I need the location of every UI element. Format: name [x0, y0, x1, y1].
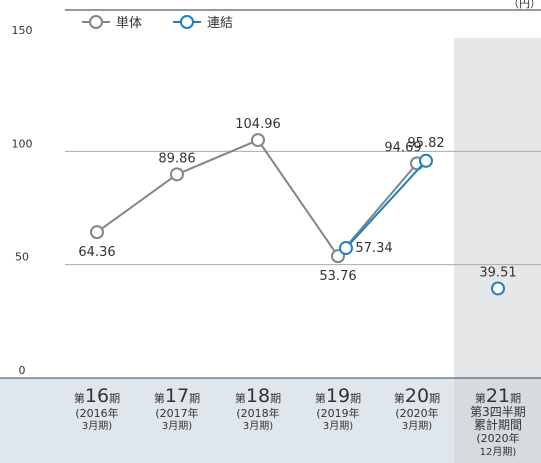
category-subline: (2016年 [75, 406, 118, 420]
data-label: 104.96 [235, 117, 281, 132]
data-label: 53.76 [319, 269, 356, 284]
category-number: 17 [165, 385, 189, 407]
category-prefix: 第 [154, 391, 165, 405]
highlight-column-background [454, 38, 541, 378]
category-suffix: 期 [189, 392, 200, 405]
data-point [252, 134, 264, 146]
category-number: 21 [486, 385, 510, 407]
category-prefix: 第 [315, 391, 326, 405]
legend: 単体 連結 [82, 15, 233, 31]
y-tick-label: 100 [12, 137, 33, 150]
y-tick-label: 150 [12, 24, 33, 37]
data-point [340, 242, 352, 254]
category-number: 16 [85, 385, 109, 407]
category-subline: 3月期) [402, 420, 432, 432]
category-suffix: 期 [270, 392, 281, 405]
category-subline: 第3四半期 [470, 405, 526, 419]
y-tick-label: 0 [19, 364, 26, 377]
category-prefix: 第 [235, 391, 246, 405]
series-line-segment [258, 140, 338, 256]
category-subline: 3月期) [82, 420, 112, 432]
legend-label-tantai: 単体 [116, 15, 142, 31]
category-subline: 3月期) [323, 420, 353, 432]
category-subline: 3月期) [162, 420, 192, 432]
category-prefix: 第 [394, 391, 405, 405]
y-tick-label: 50 [15, 251, 29, 264]
category-subline: 12月期) [480, 446, 517, 458]
category-suffix: 期 [350, 392, 361, 405]
data-label: 39.51 [479, 265, 516, 280]
data-point [420, 155, 432, 167]
category-suffix: 期 [109, 392, 120, 405]
series-line-segment [346, 161, 426, 248]
category-number: 18 [246, 385, 270, 407]
category-subline: 3月期) [243, 420, 273, 432]
unit-label: （円） [508, 0, 541, 10]
category-prefix: 第 [475, 391, 486, 405]
category-subline: (2019年 [316, 406, 359, 420]
data-point [492, 282, 504, 294]
data-label: 64.36 [78, 245, 115, 260]
legend-label-renketsu: 連結 [207, 16, 233, 31]
category-number: 20 [405, 385, 429, 407]
category-prefix: 第 [74, 391, 85, 405]
data-point [171, 168, 183, 180]
category-subline: 累計期間 [474, 417, 522, 432]
data-label: 57.34 [355, 241, 392, 256]
category-subline: (2020年 [395, 406, 438, 420]
data-point [91, 226, 103, 238]
legend-marker-renketsu [181, 16, 193, 28]
series-layer: 64.3689.86104.9653.7694.6957.3495.8239.5… [78, 117, 516, 294]
category-subline: (2020年 [476, 431, 519, 445]
category-number: 19 [326, 385, 350, 407]
category-suffix: 期 [510, 392, 521, 405]
category-subline: (2017年 [155, 406, 198, 420]
category-suffix: 期 [429, 392, 440, 405]
legend-marker-tantai [90, 16, 102, 28]
data-label: 89.86 [158, 151, 195, 166]
y-axis-ticks: 0 50 100 150 [12, 24, 33, 377]
category-subline: (2018年 [236, 406, 279, 420]
series-line-segment [97, 174, 177, 232]
data-label: 95.82 [407, 136, 444, 151]
